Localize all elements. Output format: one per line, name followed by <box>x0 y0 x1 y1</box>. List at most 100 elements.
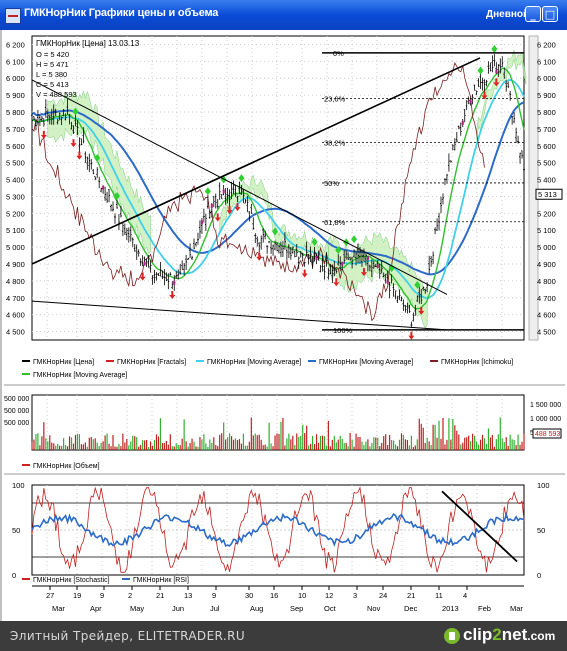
fractal-down-marker <box>70 143 77 148</box>
timeframe-label[interactable]: Дневной <box>486 9 530 20</box>
fractal-up-marker <box>72 107 79 116</box>
trend-line-up <box>31 57 481 265</box>
price-tick-right: 4 700 <box>537 294 556 303</box>
price-tick-left: 5 000 <box>6 243 25 252</box>
price-bar-highlight <box>376 264 379 269</box>
price-tick-left: 5 600 <box>6 142 25 151</box>
ohlc-readout: C = 5 413 <box>36 80 69 89</box>
fractal-up-marker <box>477 66 484 75</box>
price-header: ГМКНорНик [Цена] 13.03.13 <box>36 39 140 48</box>
last-price-label: 5 313 <box>538 190 557 199</box>
price-bar-highlight <box>173 280 176 285</box>
price-tick-right: 4 600 <box>537 311 556 320</box>
rsi-line <box>31 511 525 547</box>
clip2net-logo-icon <box>444 628 460 644</box>
fractal-down-marker <box>226 210 233 215</box>
price-tick-left: 6 100 <box>6 57 25 66</box>
time-tick-month: Feb <box>478 604 491 613</box>
time-tick-day: 9 <box>212 591 216 600</box>
time-tick-month: Jun <box>172 604 184 613</box>
time-tick-day: 11 <box>435 591 443 600</box>
fractal-down-stem <box>141 272 144 277</box>
fractal-down-stem <box>362 268 365 273</box>
last-volume-box <box>532 428 562 439</box>
price-bar-highlight <box>461 120 464 125</box>
price-tick-right: 6 100 <box>537 57 556 66</box>
fibonacci-label: 0% <box>333 49 344 58</box>
fractal-up-marker <box>311 237 318 246</box>
price-volume-chart[interactable]: 6 200 6 200 6 100 6 100 6 000 6 000 5 900 5 900… <box>2 30 567 621</box>
fractal-down-stem <box>236 203 239 208</box>
fractal-down-marker <box>76 155 83 160</box>
legend-label: ГМКНорНик [Moving Average] <box>207 359 301 366</box>
minimize-button[interactable]: _ <box>525 6 541 22</box>
time-tick-month: Oct <box>324 604 337 613</box>
volume-tick-left: 500 000 <box>4 396 29 403</box>
fractal-down-stem <box>72 139 75 144</box>
fractal-up-marker <box>204 187 211 196</box>
fractal-up-marker <box>272 227 279 236</box>
fractal-up-marker <box>491 45 498 54</box>
price-tick-right: 5 700 <box>537 125 556 134</box>
rsi-trend-line <box>441 490 518 563</box>
time-tick-day: 30 <box>245 591 253 600</box>
fractal-down-marker <box>40 134 47 139</box>
time-tick-month: May <box>130 604 144 613</box>
last-price-box <box>535 188 563 200</box>
price-tick-left: 5 800 <box>6 108 25 117</box>
fractal-down-marker <box>418 310 425 315</box>
fractal-down-marker <box>139 276 146 281</box>
fractal-down-stem <box>495 78 498 83</box>
fractal-down-stem <box>171 291 174 296</box>
time-tick-day: 2 <box>128 591 132 600</box>
price-tick-right: 5 900 <box>537 91 556 100</box>
trend-line-down <box>31 79 448 295</box>
fractal-up-marker <box>238 174 245 183</box>
price-bar-highlight <box>341 261 344 266</box>
time-tick-month: Apr <box>90 604 102 613</box>
price-bar-highlight <box>366 256 369 261</box>
maximize-button[interactable]: □ <box>542 6 558 22</box>
time-tick-day: 24 <box>379 591 387 600</box>
price-tick-left: 4 800 <box>6 277 25 286</box>
price-bar-highlight <box>210 203 213 208</box>
fractal-down-stem <box>303 269 306 274</box>
logo-part-com: .com <box>527 629 556 643</box>
fractal-down-marker <box>360 272 367 277</box>
price-tick-left: 4 900 <box>6 260 25 269</box>
time-tick-month: Nov <box>367 604 381 613</box>
time-tick-month: Sep <box>290 604 303 613</box>
time-tick-day: 21 <box>407 591 415 600</box>
time-tick-month: Jul <box>210 604 220 613</box>
time-tick-day: 12 <box>325 591 333 600</box>
ohlc-readout: H = 5 471 <box>36 60 69 69</box>
price-tick-left: 5 100 <box>6 226 25 235</box>
chart-area[interactable]: 6 200 6 200 6 100 6 100 6 000 6 000 5 900 5 900… <box>0 30 567 621</box>
time-tick-month: Aug <box>250 604 263 613</box>
ohlc-readout: V = 488 593 <box>36 90 77 99</box>
fractal-down-stem <box>216 213 219 218</box>
volume-tick-left: 500 000 <box>4 408 29 415</box>
price-bar-highlight <box>143 261 146 266</box>
price-tick-left: 5 200 <box>6 209 25 218</box>
logo-part-net: net <box>501 625 528 644</box>
legend-label: ГМКНорНик [Moving Average] <box>33 372 127 379</box>
moving-average-light-blue <box>31 79 525 300</box>
price-tick-right: 4 500 <box>537 328 556 337</box>
fibonacci-label: 38,2% <box>324 138 346 147</box>
price-bar-highlight <box>386 279 389 284</box>
fractal-down-stem <box>78 151 81 156</box>
osc-tick-left: 0 <box>12 571 16 580</box>
price-bar-highlight <box>495 69 498 74</box>
price-tick-right: 5 200 <box>537 209 556 218</box>
legend-label: ГМКНорНик [Moving Average] <box>319 359 413 366</box>
fractal-down-marker <box>481 95 488 100</box>
fractal-down-marker <box>234 207 241 212</box>
moving-average-dark-blue <box>31 101 525 276</box>
time-tick-month: 2013 <box>442 604 459 613</box>
volume-panel-frame <box>31 394 525 451</box>
price-tick-left: 5 900 <box>6 91 25 100</box>
time-tick-month: Mar <box>510 604 523 613</box>
fractal-down-marker <box>408 335 415 340</box>
osc-tick-left: 50 <box>12 526 20 535</box>
